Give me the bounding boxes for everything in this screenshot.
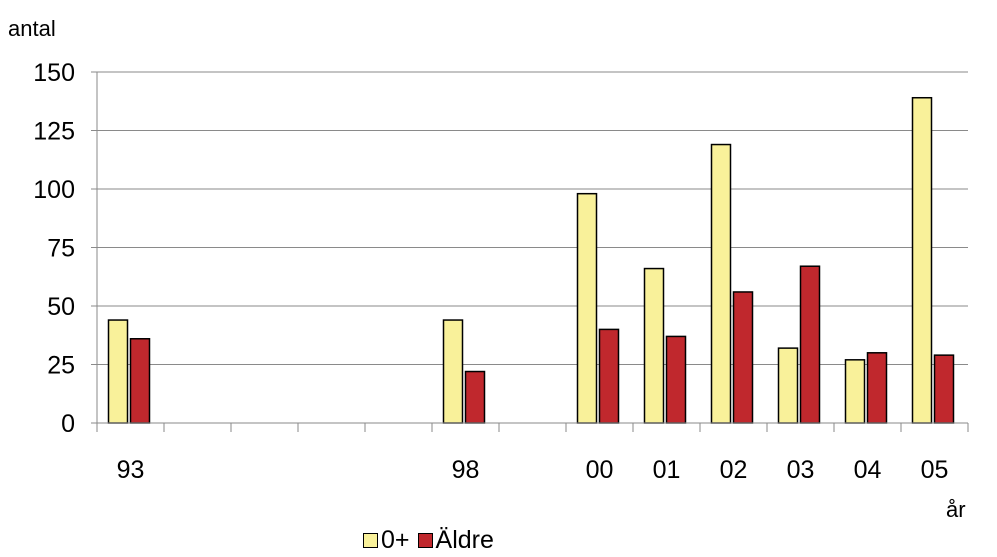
x-tick-label: 03 [787, 456, 815, 484]
bar-aldre [799, 265, 821, 424]
x-tick-label: 00 [586, 456, 614, 484]
bar-0plus [710, 143, 732, 424]
bar-0plus [576, 192, 598, 424]
y-axis-title: antal [8, 16, 56, 41]
x-tick-label: 02 [720, 456, 748, 484]
y-tick-label: 125 [33, 118, 75, 146]
bar-aldre [464, 370, 486, 424]
x-axis-title: år [946, 497, 966, 522]
bar-aldre [866, 352, 888, 424]
y-tick-label: 50 [47, 293, 75, 321]
bar-aldre [933, 354, 955, 424]
legend-item-aldre: Äldre [417, 526, 494, 554]
x-tick-labels: 93 98 00 01 02 03 04 05 [117, 456, 949, 484]
y-tick-label: 150 [33, 59, 75, 87]
y-tick-label: 25 [47, 352, 75, 380]
x-tick-label: 01 [653, 456, 681, 484]
bar-0plus [911, 96, 933, 424]
axes [91, 71, 969, 432]
bar-0plus [442, 319, 464, 424]
bar-aldre [732, 291, 754, 424]
legend-label-aldre: Äldre [435, 526, 494, 554]
y-tick-labels: 0 25 50 75 100 125 150 [33, 59, 75, 438]
bar-0plus [777, 347, 799, 424]
y-tick-label: 100 [33, 176, 75, 204]
x-tick-label: 05 [921, 456, 949, 484]
legend-item-0plus: 0+ [363, 528, 410, 553]
bar-aldre [598, 328, 620, 424]
legend-swatch-aldre [417, 533, 433, 548]
gridlines [97, 71, 968, 365]
legend: 0+ Äldre [363, 528, 502, 553]
legend-swatch-0plus [363, 533, 378, 548]
bar-aldre [665, 335, 687, 424]
bar-0plus [844, 359, 866, 424]
y-tick-label: 0 [61, 410, 75, 438]
legend-label-0plus: 0+ [381, 526, 410, 554]
bar-aldre [129, 338, 151, 424]
bar-0plus [643, 267, 665, 424]
x-tick-label: 98 [452, 456, 480, 484]
x-tick-label: 93 [117, 456, 145, 484]
y-tick-label: 75 [47, 235, 75, 263]
bars [107, 96, 955, 424]
x-tick-label: 04 [854, 456, 882, 484]
bar-0plus [107, 319, 129, 424]
